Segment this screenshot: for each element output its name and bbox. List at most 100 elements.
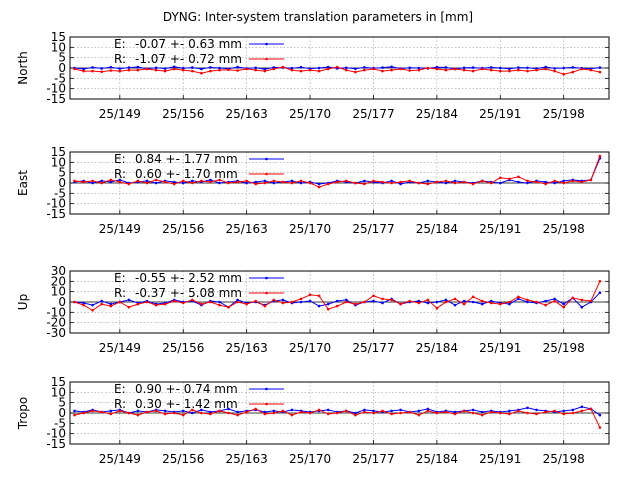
series-e-point (191, 411, 194, 415)
y-tick-label: 10 (51, 385, 66, 399)
series-r-point (191, 408, 194, 412)
series-r-point (191, 69, 194, 73)
series-r-point (163, 412, 167, 416)
series-e-point (453, 410, 457, 414)
series-r-point (91, 409, 94, 413)
series-e-point (480, 302, 484, 306)
series-r-point (571, 296, 575, 300)
series-e-point (118, 67, 122, 70)
x-tick-label: 25/184 (416, 341, 458, 355)
y-tick-label: 15 (51, 30, 66, 44)
series-e-point (499, 181, 502, 185)
legend-r-name: R: (114, 167, 126, 181)
legend-r-stat: -1.07 +- 0.72 mm (135, 52, 242, 66)
series-r-point (254, 182, 257, 186)
series-r-point (535, 300, 538, 304)
y-tick-label: -10 (46, 82, 66, 96)
series-r-point (562, 412, 565, 416)
series-r-point (571, 179, 575, 183)
x-tick-label: 25/163 (226, 341, 268, 355)
y-tick-label: 5 (58, 51, 66, 65)
series-r-point (236, 180, 239, 184)
series-r-point (200, 179, 203, 183)
series-e-point (390, 409, 393, 413)
series-r-point (335, 180, 339, 184)
series-r-point (517, 175, 520, 179)
series-r-point (281, 409, 285, 413)
series-r-point (245, 302, 248, 306)
legend-e-marker (265, 42, 268, 46)
series-e-point (544, 299, 547, 303)
series-e-point (345, 298, 348, 302)
series-r-point (299, 410, 303, 414)
series-r-point (363, 182, 366, 186)
series-r-point (82, 411, 85, 415)
series-e-point (354, 411, 357, 415)
series-r-point (181, 413, 185, 417)
series-r-point (254, 68, 257, 72)
series-r-point (453, 297, 457, 301)
x-tick-label: 25/198 (543, 107, 585, 121)
series-r-point (381, 297, 384, 301)
y-tick-label: -10 (46, 197, 66, 211)
series-e-point (426, 301, 430, 305)
series-e-point (562, 66, 565, 70)
series-r-point (136, 68, 140, 72)
legend-e-stat: -0.07 +- 0.63 mm (135, 37, 242, 51)
series-e-point (290, 179, 294, 183)
series-e-point (426, 179, 430, 183)
series-e-point (553, 297, 556, 301)
series-r-point (553, 69, 556, 73)
series-e-point (372, 299, 375, 303)
series-e-point (598, 291, 602, 295)
series-e-point (263, 410, 267, 414)
series-e-point (163, 67, 167, 70)
series-r-point (109, 69, 113, 72)
series-e-point (499, 66, 502, 70)
series-e-point (462, 66, 466, 70)
legend-e-name: E: (114, 382, 126, 396)
legend-e-stat: -0.55 +- 2.52 mm (135, 271, 242, 285)
series-e-point (154, 181, 158, 185)
series-r-point (535, 180, 538, 184)
series-r-point (100, 70, 103, 73)
series-e-point (562, 302, 565, 306)
series-r-point (263, 69, 267, 73)
series-r-point (354, 181, 357, 185)
series-r-point (326, 307, 330, 311)
series-r-point (508, 412, 511, 416)
series-r-point (417, 413, 421, 417)
legend-e-marker (265, 276, 268, 280)
series-e-point (363, 66, 366, 69)
series-r-point (526, 411, 529, 415)
series-r-point (154, 68, 158, 72)
series-r-point (480, 413, 484, 417)
series-r-point (408, 179, 412, 183)
series-r-point (317, 294, 321, 298)
series-e-point (317, 304, 321, 308)
chart-title: DYNG: Inter-system translation parameter… (163, 10, 473, 24)
series-e-point (308, 299, 312, 303)
y-tick-label: -10 (46, 427, 66, 441)
legend-r-marker (265, 172, 268, 176)
series-r-point (535, 68, 538, 72)
series-r-point (308, 411, 312, 415)
series-e-point (553, 181, 556, 185)
x-tick-label: 25/191 (479, 107, 521, 121)
series-e-point (345, 66, 348, 70)
series-r-point (254, 407, 257, 411)
series-e-point (562, 179, 565, 183)
series-r-point (453, 67, 457, 71)
series-e-point (562, 409, 565, 413)
series-e-point (209, 66, 212, 69)
series-e-point (245, 181, 248, 185)
plot-frame (69, 36, 610, 100)
x-tick-label: 25/170 (289, 107, 331, 121)
series-r-point (480, 179, 484, 183)
series-r-point (544, 303, 547, 307)
series-e-point (381, 66, 384, 69)
series-r-point (73, 413, 76, 417)
series-e-point (136, 65, 140, 69)
series-r-point (571, 70, 575, 74)
